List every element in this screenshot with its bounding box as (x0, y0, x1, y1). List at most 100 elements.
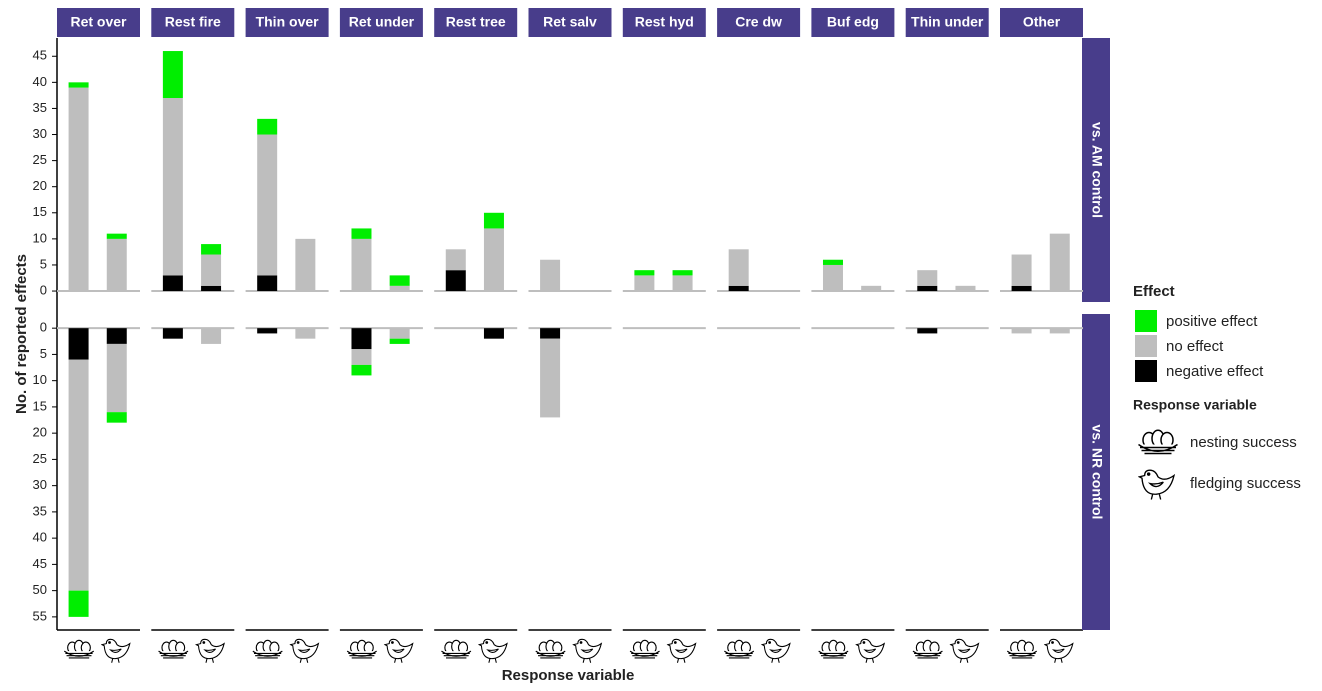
bar-segment (446, 249, 466, 270)
nest-icon (159, 640, 188, 658)
bar-segment (295, 328, 315, 338)
bar-segment (729, 286, 749, 291)
y-tick-label: 25 (33, 152, 47, 167)
bar-segment (351, 239, 371, 291)
bar-segment (257, 328, 277, 333)
y-tick-label: 10 (33, 372, 47, 387)
facet-label: Other (1023, 14, 1061, 30)
bar-segment (295, 239, 315, 291)
bird-icon (762, 639, 790, 662)
bar-segment (823, 260, 843, 265)
bar-segment (201, 244, 221, 254)
y-tick-label: 20 (33, 178, 47, 193)
y-tick-label: 15 (33, 398, 47, 413)
y-tick-label: 5 (40, 346, 47, 361)
bird-icon (196, 639, 224, 662)
y-tick-label: 45 (33, 48, 47, 63)
bar-segment (861, 286, 881, 291)
nest-icon (253, 640, 282, 658)
facet-label: Thin under (911, 14, 984, 30)
bar-segment (955, 286, 975, 291)
nest-icon (913, 640, 942, 658)
y-tick-label: 40 (33, 74, 47, 89)
bar-segment (1050, 328, 1070, 333)
bar-segment (107, 344, 127, 412)
facet-label: Thin over (256, 14, 320, 30)
bar-segment (69, 88, 89, 291)
y-tick-label: 25 (33, 451, 47, 466)
x-axis-label: Response variable (502, 667, 635, 684)
panel-label: vs. AM control (1089, 122, 1105, 218)
nest-icon (724, 640, 753, 658)
bar-segment (1050, 234, 1070, 291)
nest-icon (441, 640, 470, 658)
bar-segment (484, 213, 504, 229)
bar-segment (201, 286, 221, 291)
bird-icon (951, 639, 979, 662)
bird-icon (856, 639, 884, 662)
bar-segment (163, 328, 183, 338)
facet-label: Ret under (349, 14, 415, 30)
nest-icon (64, 640, 93, 658)
bar-segment (729, 249, 749, 286)
bar-segment (257, 275, 277, 291)
bar-segment (201, 328, 221, 344)
y-tick-label: 10 (33, 230, 47, 245)
bar-segment (107, 328, 127, 344)
bar-segment (351, 365, 371, 375)
chart: No. of reported effects Response variabl… (0, 0, 1322, 686)
bar-segment (69, 360, 89, 591)
bar-segment (390, 286, 410, 291)
legend-label: no effect (1166, 338, 1224, 355)
legend-swatch (1135, 335, 1157, 357)
y-tick-label: 35 (33, 100, 47, 115)
bar-segment (1012, 286, 1032, 291)
bar-segment (69, 328, 89, 359)
bar-segment (69, 591, 89, 617)
bird-icon (1045, 639, 1073, 662)
bar-segment (540, 328, 560, 338)
bar-segment (917, 286, 937, 291)
bar-segment (390, 328, 410, 338)
y-tick-label: 15 (33, 204, 47, 219)
bar-segment (69, 82, 89, 87)
bar-segment (351, 349, 371, 365)
bar-segment (917, 270, 937, 286)
y-axis-label: No. of reported effects (13, 254, 30, 414)
y-tick-label: 20 (33, 425, 47, 440)
bird-icon (1139, 470, 1174, 499)
facet-label: Rest tree (446, 14, 506, 30)
legend-swatch (1135, 310, 1157, 332)
bar-segment (823, 265, 843, 291)
legend-label: nesting success (1190, 434, 1297, 451)
facet-label: Rest hyd (635, 14, 694, 30)
nest-icon (1139, 430, 1178, 453)
bird-icon (668, 639, 696, 662)
bar-segment (673, 275, 693, 291)
y-tick-label: 0 (40, 282, 47, 297)
bar-segment (351, 328, 371, 349)
facet-label: Rest fire (165, 14, 221, 30)
bird-icon (385, 639, 413, 662)
nest-icon (819, 640, 848, 658)
facet-label: Ret over (70, 14, 127, 30)
bar-segment (634, 275, 654, 291)
bar-segment (484, 228, 504, 291)
y-tick-label: 35 (33, 503, 47, 518)
bar-segment (257, 135, 277, 276)
bird-icon (574, 639, 602, 662)
bird-icon (479, 639, 507, 662)
bar-segment (107, 412, 127, 422)
facet-label: Cre dw (735, 14, 782, 30)
panel-label: vs. NR control (1089, 425, 1105, 520)
bar-segment (107, 234, 127, 239)
legend-swatch (1135, 360, 1157, 382)
bar-segment (390, 275, 410, 285)
legend-label: positive effect (1166, 313, 1258, 330)
y-tick-label: 40 (33, 530, 47, 545)
nest-icon (536, 640, 565, 658)
bar-segment (540, 260, 560, 291)
bar-segment (163, 51, 183, 98)
bar-segment (446, 270, 466, 291)
bar-segment (163, 98, 183, 275)
